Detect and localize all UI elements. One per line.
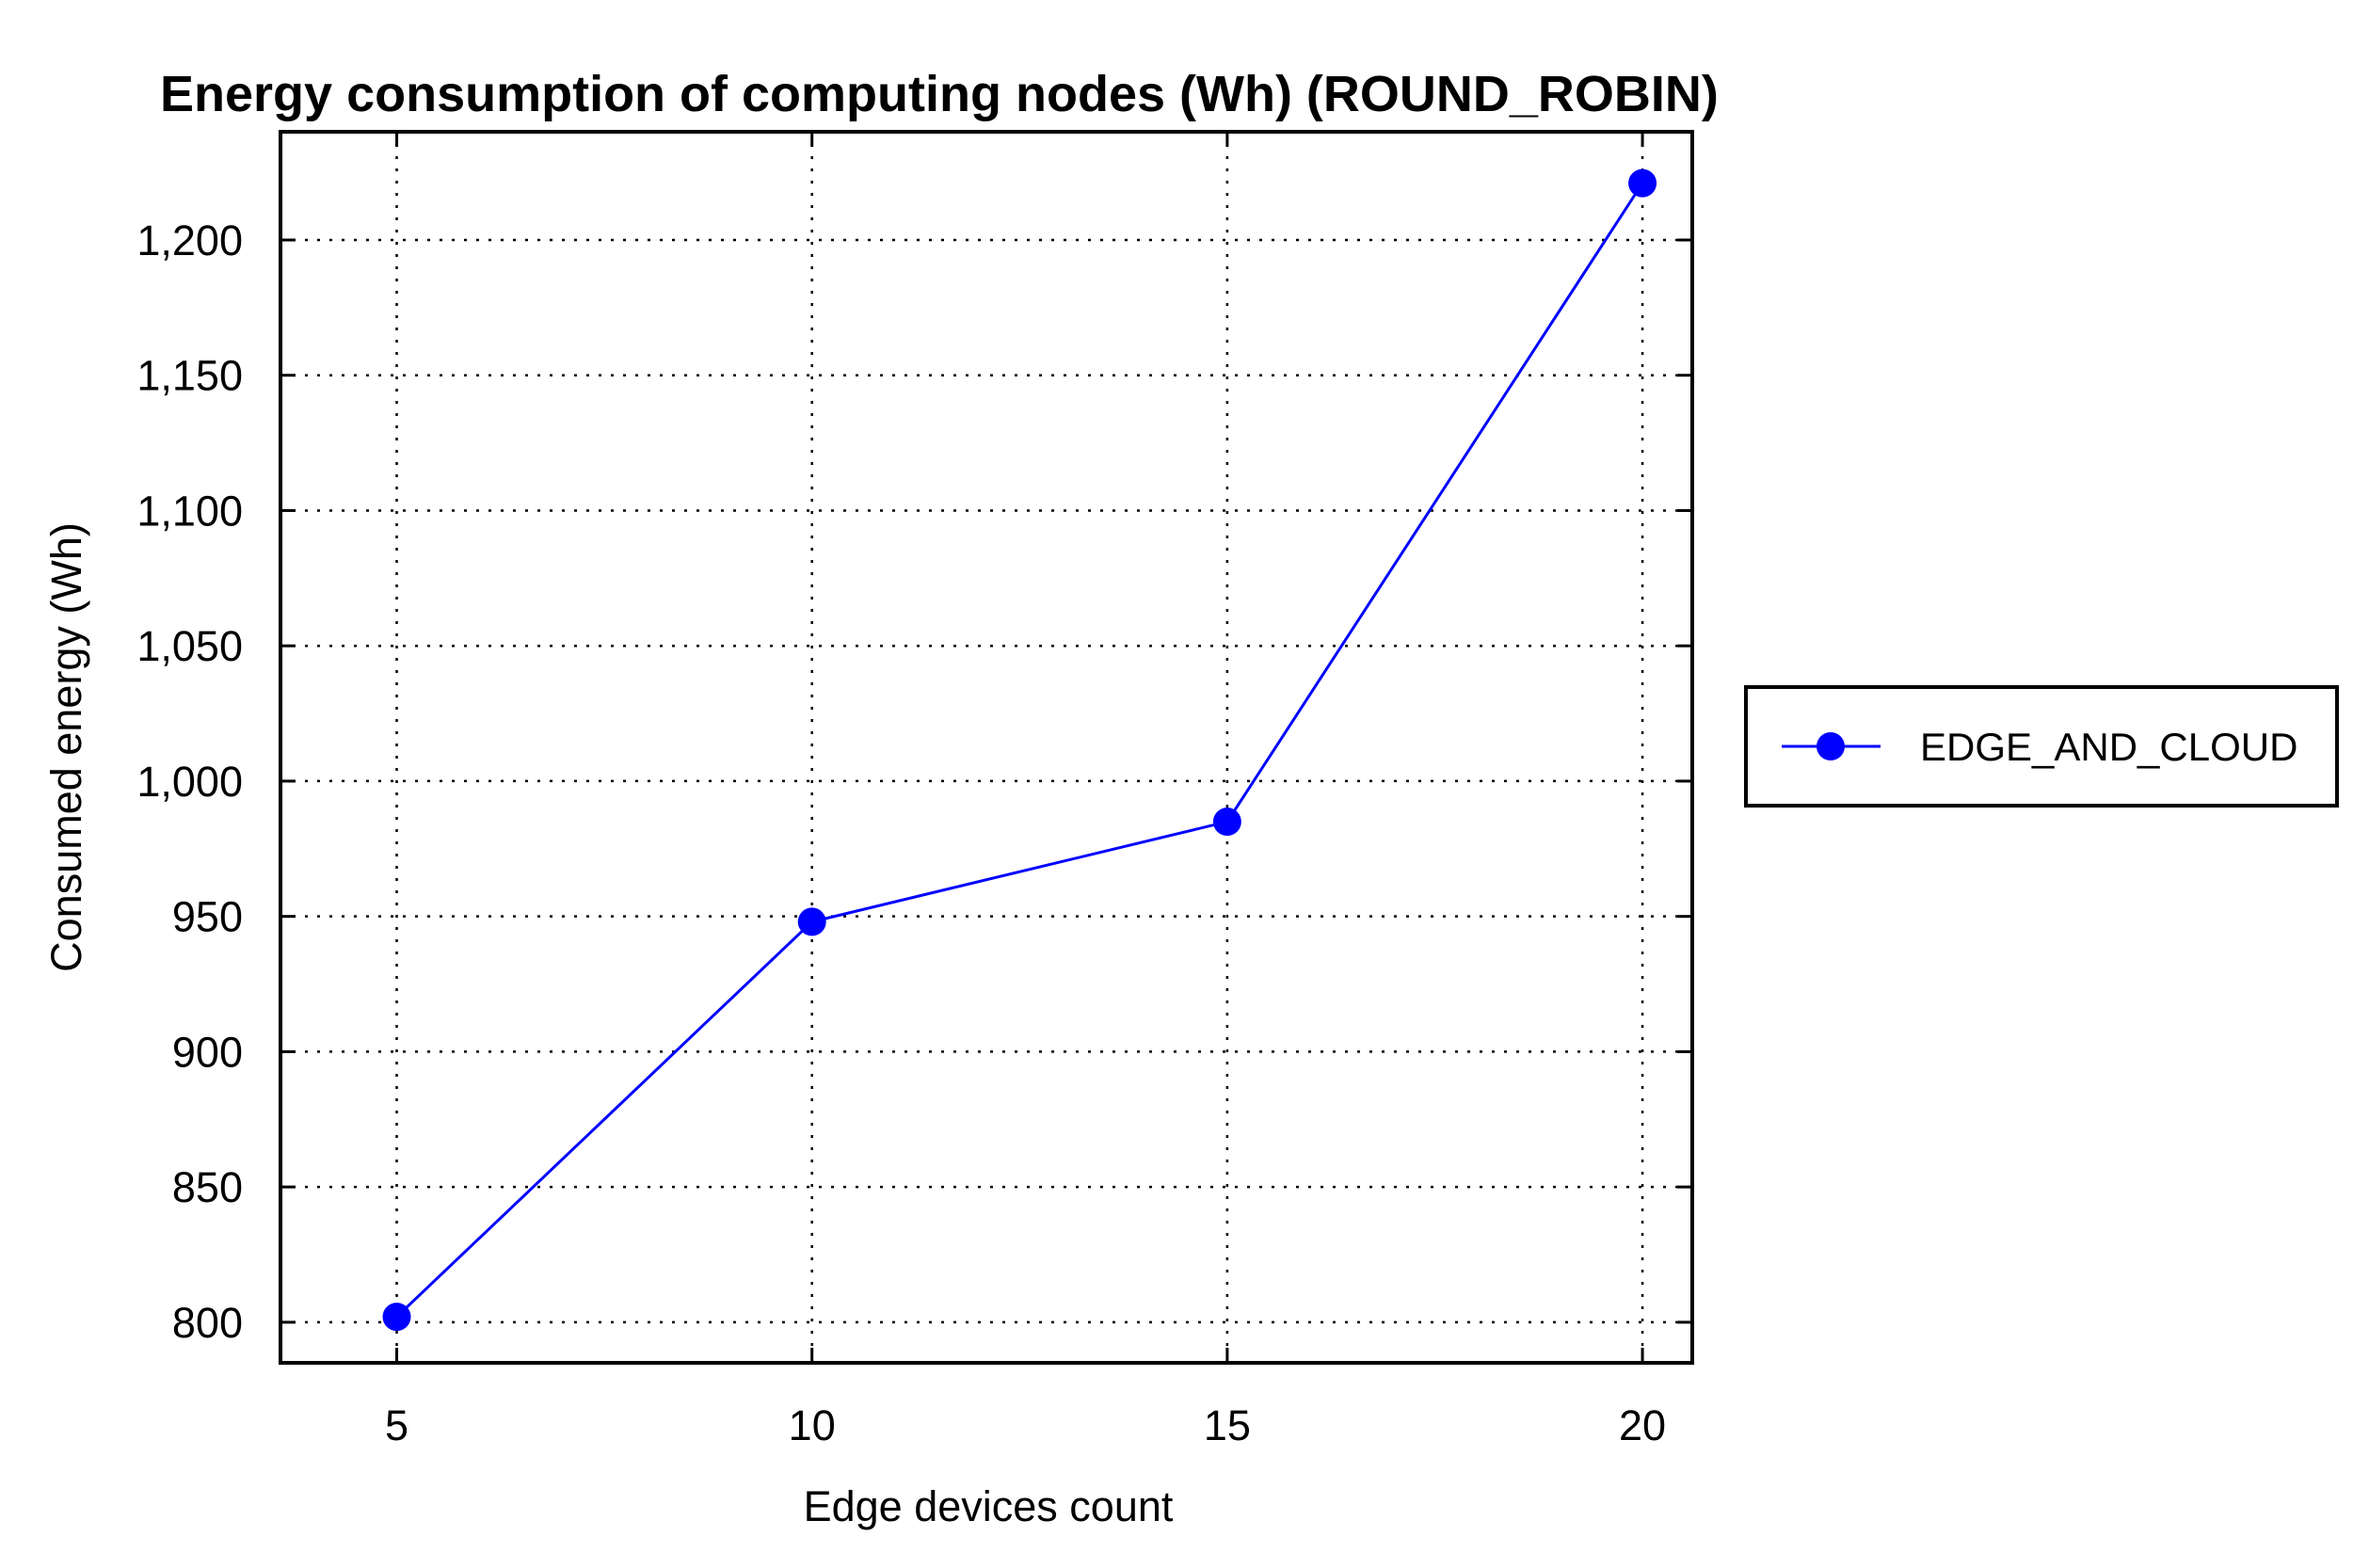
data-point-marker [382,1303,411,1332]
x-tick-label: 20 [1619,1401,1666,1449]
data-point-marker [1628,168,1657,198]
legend-box [1744,685,2339,808]
chart-title: Energy consumption of computing nodes (W… [160,66,1719,122]
y-tick-label: 850 [172,1163,243,1211]
x-tick-label: 5 [385,1401,408,1449]
legend-entry-label: EDGE_AND_CLOUD [1920,725,2297,769]
x-tick-label: 10 [789,1401,836,1449]
y-tick-label: 800 [172,1299,243,1347]
plot-frame [279,130,1694,1365]
grid-lines [280,132,1692,1363]
x-axis-label: Edge devices count [804,1482,1174,1530]
y-axis-label: Consumed energy (Wh) [42,522,90,972]
legend-marker-sample [1817,732,1845,760]
y-tick-label: 900 [172,1028,243,1076]
data-point-marker [797,907,826,936]
y-tick-label: 1,200 [136,216,243,264]
legend: EDGE_AND_CLOUD [1744,685,2339,808]
y-tick-label: 950 [172,893,243,941]
y-tick-label: 1,150 [136,352,243,400]
data-point-marker [1212,808,1241,837]
y-tick-label: 1,050 [136,622,243,670]
y-tick-label: 1,100 [136,487,243,535]
series-line [395,182,1644,1319]
series-layer [382,168,1657,1332]
y-tick-label: 1,000 [136,758,243,806]
x-tick-label: 15 [1204,1401,1251,1449]
axis-ticks: 5 10 15 20 800 850 900 950 1,000 1,050 1,100 1,150 1… [136,132,1692,1449]
